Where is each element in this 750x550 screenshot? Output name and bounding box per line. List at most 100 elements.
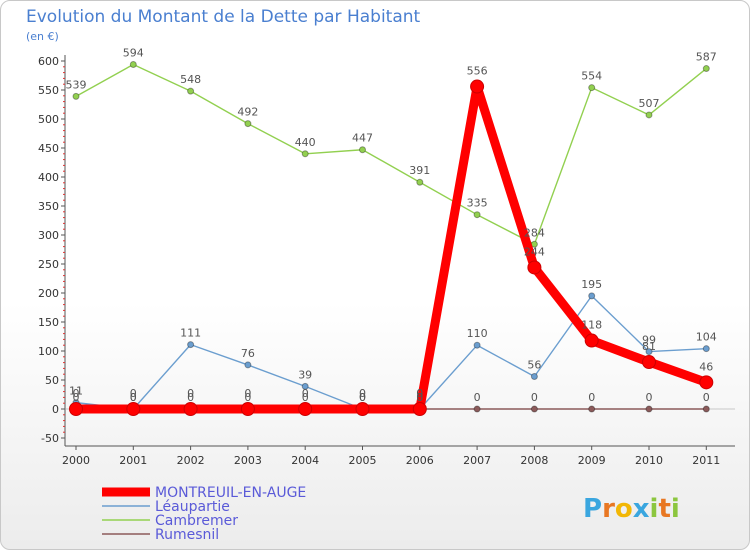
legend-label: MONTREUIL-EN-AUGE [155,485,306,501]
data-label: 195 [581,278,602,291]
data-point [584,333,599,348]
y-tick-label: 300 [38,229,59,242]
data-point [416,178,424,186]
data-point [645,405,653,413]
data-label: 111 [180,327,201,340]
data-label: 507 [639,97,660,110]
data-label: 554 [581,70,602,83]
data-point [642,355,656,370]
x-tick-label: 2006 [406,454,434,467]
y-tick-label: 100 [38,345,59,358]
data-point [244,120,252,128]
series-line-0 [71,82,711,414]
proxiti-logo: Proxiti [583,494,680,524]
data-label: 0 [130,387,137,400]
chart-unit: (en €) [26,30,59,43]
data-label: 284 [524,226,545,239]
data-label: 56 [527,359,541,372]
data-label: 548 [180,73,201,86]
data-label: 0 [359,391,366,404]
x-tick-label: 2010 [635,454,663,467]
data-point [473,341,481,349]
data-label: 447 [352,132,373,145]
logo-letter: x [633,494,650,524]
data-label: 118 [581,319,602,332]
data-label: 11 [69,385,83,398]
data-label: 0 [359,391,366,404]
data-label: 0 [703,391,710,404]
data-label: 0 [531,391,538,404]
data-point [702,345,710,353]
data-point [530,373,538,381]
data-label: 99 [642,334,656,347]
legend-label: Rumesnil [155,527,219,543]
logo-letter: P [583,494,602,524]
data-point [72,92,80,100]
data-point [588,405,596,413]
data-label: 39 [298,368,312,381]
data-label: 46 [699,360,713,373]
data-point [702,65,710,73]
series-line-2 [75,63,707,245]
x-tick-label: 2007 [463,454,491,467]
data-label: 81 [642,340,656,353]
data-point [588,292,596,300]
y-tick-label: 400 [38,171,59,184]
x-tick-label: 2008 [520,454,548,467]
data-label: 0 [302,391,309,404]
data-label: 492 [237,106,258,119]
data-label: 244 [524,245,545,258]
data-point [126,402,141,416]
data-point [69,402,83,416]
data-point [359,146,366,154]
data-point [183,402,198,416]
data-label: 0 [474,391,481,404]
y-tick-label: -50 [41,432,59,445]
data-label: 587 [696,51,717,64]
data-label: 0 [187,391,194,404]
data-label: 594 [123,46,144,59]
x-tick-label: 2003 [234,454,262,467]
data-label: 0 [244,387,251,400]
data-label: 0 [416,391,423,404]
data-point [645,111,653,119]
data-label: 556 [467,65,488,78]
data-label: 0 [416,391,423,404]
x-tick-label: 2009 [578,454,606,467]
x-tick-label: 2011 [692,454,720,467]
data-point [187,87,195,95]
logo-letter: t [658,494,670,524]
data-point [530,405,538,413]
data-point [470,79,485,94]
y-tick-label: 150 [38,316,59,329]
data-label: 110 [467,327,488,340]
data-point [129,60,137,68]
x-tick-label: 2002 [177,454,205,467]
data-point [702,405,710,413]
chart-title: Evolution du Montant de la Dette par Hab… [26,7,421,27]
data-label: 76 [241,347,255,360]
data-point [588,84,596,92]
y-tick-label: 0 [52,403,59,416]
data-label: 0 [302,387,309,400]
data-point [645,348,653,356]
data-point [298,402,313,416]
data-point [244,361,252,369]
series-layer [69,60,714,416]
y-tick-label: 200 [38,287,59,300]
logo-letter: i [650,494,659,524]
logo-letter: r [602,494,615,524]
data-label: 0 [130,391,137,404]
data-point [301,382,309,390]
data-label: 0 [416,387,423,400]
x-tick-label: 2000 [62,454,90,467]
data-point [240,402,255,416]
legend-label: Léaupartie [155,499,230,515]
data-label: 335 [467,197,488,210]
y-tick-label: 600 [38,55,59,68]
data-label: 391 [409,164,430,177]
data-label: 0 [187,387,194,400]
data-label: 0 [359,387,366,400]
